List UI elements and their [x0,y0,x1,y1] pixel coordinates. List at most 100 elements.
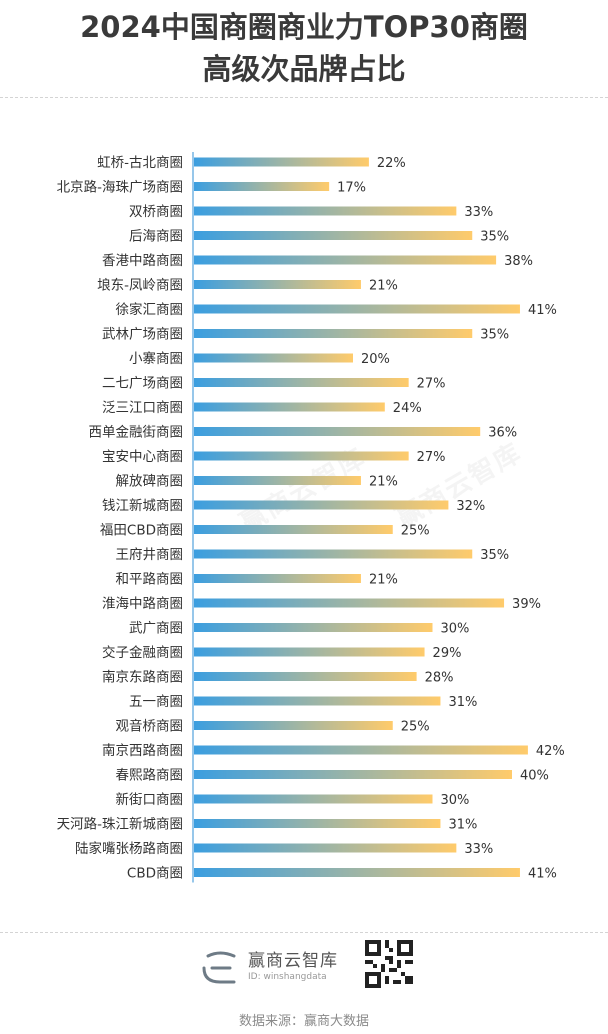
bar [194,623,433,632]
value-label: 21% [369,475,398,490]
bar [194,549,473,559]
brand-name: 赢商云智库 [248,951,338,971]
value-label: 24% [393,401,422,416]
category-label: 北京路-海珠广场商圈 [57,180,183,196]
category-label: 交子金融商圈 [102,644,183,661]
value-label: 31% [448,695,477,710]
value-label: 42% [536,744,565,759]
chart-title: 2024中国商圈商业力TOP30商圈 高级次品牌占比 [0,6,608,90]
bar [194,745,528,755]
category-label: 小寨商圈 [129,350,183,367]
category-label: 二七广场商圈 [102,376,183,392]
category-label: CBD商圈 [127,866,183,882]
value-label: 35% [480,328,509,343]
bar [194,329,473,338]
value-label: 30% [441,622,470,637]
bar [194,402,385,412]
category-label: 南京东路商圈 [102,670,183,686]
value-label: 36% [488,426,517,441]
bar [194,819,441,828]
bar [194,794,433,804]
category-label: 西单金融街商圈 [89,425,184,441]
title-line-1: 2024中国商圈商业力TOP30商圈 [80,10,528,44]
data-source-note: 数据来源：赢商大数据 [238,1014,369,1029]
value-label: 20% [361,352,390,367]
value-label: 25% [401,524,430,539]
value-label: 21% [369,573,398,588]
category-label: 新街口商圈 [116,792,184,808]
value-label: 35% [480,230,509,245]
bar [194,868,520,877]
category-label: 天河路-珠江新城商圈 [57,817,183,833]
category-label: 虹桥-古北商圈 [97,155,183,171]
bar [194,672,417,681]
category-label: 泛三江口商圈 [102,400,183,416]
category-label: 后海商圈 [129,229,183,245]
category-label: 香港中路商圈 [102,253,183,269]
bar [194,598,505,608]
value-label: 28% [425,671,454,686]
bar [194,182,330,191]
value-label: 27% [417,377,446,392]
bar-chart: 虹桥-古北商圈 22% 北京路-海珠广场商圈 17% 双桥商圈 33% 后海商圈 35% 香港中… [57,152,565,883]
bar [194,304,520,314]
category-label: 武林广场商圈 [102,327,183,343]
value-label: 33% [464,205,493,220]
bar [194,574,361,583]
bar [194,525,393,534]
category-label: 五一商圈 [129,694,183,710]
footer-divider [0,932,608,933]
bar [194,280,361,289]
category-label: 埌东-凤岭商圈 [97,278,183,294]
value-label: 32% [456,499,485,514]
brand-id: ID: winshangdata [248,972,327,982]
category-label: 解放碑商圈 [116,474,184,490]
bar [194,206,457,216]
bar [194,647,425,657]
bar [194,353,353,363]
category-label: 钱江新城商圈 [102,498,183,514]
bar [194,427,481,436]
bar [194,476,361,485]
top-divider [0,97,608,98]
value-label: 17% [337,181,366,196]
value-label: 40% [520,769,549,784]
value-label: 29% [433,646,462,661]
category-label: 王府井商圈 [116,547,184,563]
bar [194,721,393,730]
category-label: 淮海中路商圈 [102,596,183,612]
category-label: 和平路商圈 [116,572,184,588]
value-label: 33% [464,842,493,857]
category-label: 宝安中心商圈 [102,449,183,465]
category-label: 徐家汇商圈 [116,301,184,318]
qr-code-icon [365,940,413,988]
value-label: 38% [504,254,533,269]
bar [194,157,369,167]
value-label: 21% [369,279,398,294]
bar [194,451,409,461]
category-label: 春熙路商圈 [116,768,184,784]
value-label: 27% [417,450,446,465]
bar [194,500,449,510]
value-label: 41% [528,867,557,882]
value-label: 30% [441,793,470,808]
winshang-logo-icon [202,951,236,984]
value-label: 35% [480,548,509,563]
bar-series: 虹桥-古北商圈 22% 北京路-海珠广场商圈 17% 双桥商圈 33% 后海商圈 35% 香港中… [57,155,565,882]
category-label: 福田CBD商圈 [100,523,183,539]
bar [194,378,409,387]
category-label: 武广商圈 [129,621,183,637]
value-label: 31% [448,818,477,833]
bar [194,696,441,706]
bar [194,231,473,240]
value-label: 41% [528,303,557,318]
value-label: 39% [512,597,541,612]
category-label: 南京西路商圈 [102,743,183,759]
title-line-2: 高级次品牌占比 [202,52,406,86]
bar [194,843,457,853]
category-label: 双桥商圈 [129,204,183,220]
category-label: 观音桥商圈 [116,718,184,735]
bar [194,255,497,265]
bar [194,770,512,779]
value-label: 25% [401,720,430,735]
